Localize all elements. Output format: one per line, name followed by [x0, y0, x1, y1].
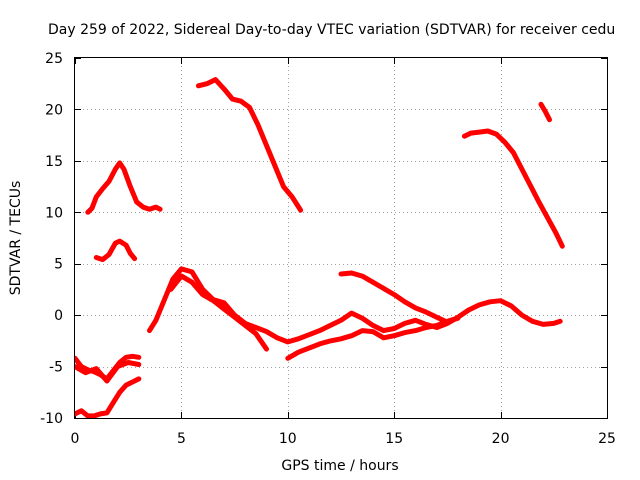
y-tick-label: 5 [54, 257, 63, 273]
series-line-arc-a [85, 160, 163, 215]
series-line-arc-j [195, 77, 304, 213]
x-tick-label: 10 [279, 431, 297, 447]
y-tick-label: 0 [54, 308, 63, 324]
y-axis-label: SDTVAR / TECUs [8, 181, 24, 296]
x-tick-label: 25 [598, 431, 616, 447]
chart-title: Day 259 of 2022, Sidereal Day-to-day VTE… [48, 22, 615, 38]
series-line-arc-b [93, 238, 138, 263]
series-line-arc-g [168, 273, 269, 352]
x-tick-label: 0 [71, 431, 80, 447]
y-tick-label: 15 [45, 154, 63, 170]
grid-lines [75, 58, 607, 418]
y-tick-label: 10 [45, 205, 63, 221]
axis-ticks: 0 5 10 15 20 25 -10 -5 0 5 10 15 20 25 [40, 51, 616, 447]
x-axis-label: GPS time / hours [281, 458, 398, 474]
series-line-arc-k [461, 128, 565, 249]
x-tick-label: 5 [177, 431, 186, 447]
y-tick-label: 20 [45, 102, 63, 118]
series-line-arc-e [75, 360, 142, 384]
y-tick-label: 25 [45, 51, 63, 67]
y-tick-label: -5 [49, 360, 63, 376]
x-tick-label: 15 [385, 431, 403, 447]
series-line-arc-l [538, 101, 552, 123]
plot-frame [74, 57, 608, 419]
series-line-arc-c [75, 376, 142, 418]
series-line-arc-i [338, 270, 450, 325]
series-line-arc-h [285, 315, 461, 361]
y-tick-label: -10 [40, 411, 63, 427]
data-series [75, 77, 565, 418]
x-tick-label: 20 [492, 431, 510, 447]
